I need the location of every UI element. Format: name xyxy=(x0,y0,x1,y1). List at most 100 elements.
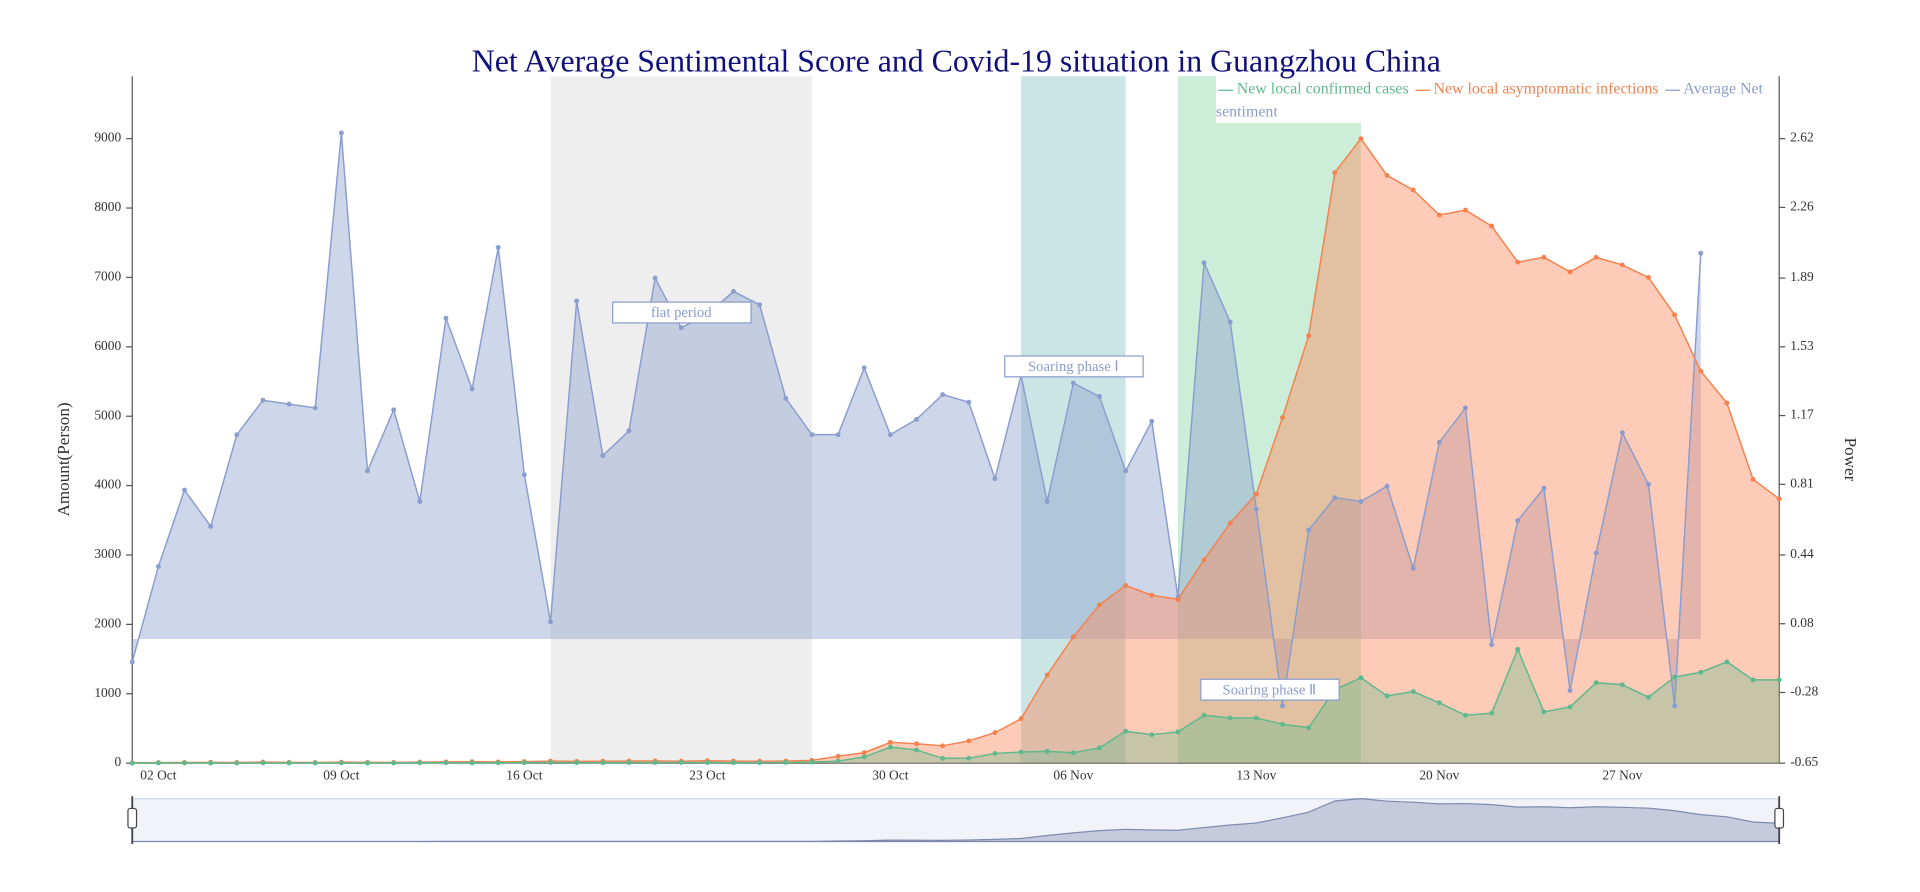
y-tick-label: 9000 xyxy=(94,130,121,145)
mark-area xyxy=(1177,76,1361,764)
data-point xyxy=(495,760,501,766)
data-point xyxy=(521,472,527,478)
legend-item[interactable]: New local confirmed cases xyxy=(1216,79,1409,97)
data-point xyxy=(260,397,266,403)
data-point xyxy=(1619,262,1625,268)
data-point xyxy=(1463,207,1468,213)
data-point xyxy=(417,760,423,766)
y2-tick-label: 2.26 xyxy=(1790,198,1814,213)
data-point xyxy=(1436,700,1442,706)
legend-item[interactable]: Average Net sentiment xyxy=(1216,79,1763,121)
data-point xyxy=(1149,732,1155,738)
data-point xyxy=(757,760,763,766)
annotation-label: flat period xyxy=(651,305,712,321)
data-point xyxy=(469,386,475,392)
y-tick-label: 6000 xyxy=(94,338,121,353)
data-point xyxy=(1593,680,1599,686)
zoom-handle[interactable] xyxy=(127,807,138,829)
data-point xyxy=(1593,550,1599,556)
data-point xyxy=(1227,715,1233,721)
data-point xyxy=(1672,703,1678,709)
data-point xyxy=(1018,749,1024,755)
data-point xyxy=(260,760,266,766)
x-tick-label: 09 Oct xyxy=(323,768,360,783)
data-point xyxy=(365,468,370,474)
data-point xyxy=(861,750,867,756)
annotation-box xyxy=(1004,355,1144,378)
data-point xyxy=(1123,468,1129,474)
data-point xyxy=(1175,596,1181,602)
data-point xyxy=(417,499,423,504)
data-point xyxy=(809,432,815,438)
data-point xyxy=(1463,405,1468,411)
data-point xyxy=(1515,518,1521,524)
data-point xyxy=(600,453,606,459)
data-point xyxy=(1489,710,1495,716)
data-point xyxy=(809,759,815,765)
chart-title: Net Average Sentimental Score and Covid-… xyxy=(472,43,1441,78)
data-point xyxy=(1253,715,1259,721)
data-point xyxy=(731,760,736,766)
data-point xyxy=(1515,646,1521,652)
data-point xyxy=(1358,136,1364,142)
y2-tick-label: 0.44 xyxy=(1790,546,1814,561)
data-point xyxy=(1123,728,1129,734)
data-point xyxy=(234,760,240,766)
data-point xyxy=(1436,439,1442,445)
data-point xyxy=(966,399,972,405)
data-point xyxy=(1698,368,1704,374)
data-point xyxy=(861,754,867,760)
series-area xyxy=(132,138,1780,764)
data-point xyxy=(992,750,998,756)
x-tick-label: 20 Nov xyxy=(1419,768,1459,783)
data-point xyxy=(835,432,841,438)
data-point xyxy=(365,760,370,766)
data-point xyxy=(1750,677,1756,683)
data-point xyxy=(574,760,580,766)
data-point xyxy=(1358,675,1364,681)
data-point xyxy=(1436,212,1442,218)
data-point xyxy=(1489,223,1495,229)
annotation-label: Soaring phase Ⅰ xyxy=(1028,359,1119,375)
legend-box: New local confirmed cases New local asym… xyxy=(1215,76,1780,123)
series-line xyxy=(132,647,1780,764)
x-tick-label: 27 Nov xyxy=(1602,768,1642,783)
data-point xyxy=(1410,187,1416,193)
data-point xyxy=(234,432,240,438)
data-point xyxy=(129,760,135,766)
data-point xyxy=(1567,704,1573,710)
data-point xyxy=(1332,495,1338,501)
legend-label: New local confirmed cases xyxy=(1236,78,1409,98)
data-point xyxy=(1097,745,1102,751)
data-point xyxy=(1463,712,1468,718)
data-point xyxy=(1515,259,1521,265)
data-point xyxy=(286,401,292,407)
data-point xyxy=(1619,430,1625,436)
data-point xyxy=(1724,659,1730,665)
data-point xyxy=(1698,669,1704,675)
data-point xyxy=(1646,274,1651,280)
data-point xyxy=(1489,642,1495,648)
data-point xyxy=(887,739,893,745)
data-point xyxy=(548,760,553,765)
data-point xyxy=(1070,380,1076,386)
data-point xyxy=(1044,672,1050,678)
data-point xyxy=(861,365,867,371)
data-point xyxy=(731,288,736,294)
data-point xyxy=(574,298,580,304)
data-point xyxy=(286,760,292,766)
data-point xyxy=(1646,694,1651,700)
y2-tick-label: 1.89 xyxy=(1790,269,1814,284)
data-point xyxy=(1358,499,1364,504)
data-point xyxy=(1672,312,1678,318)
data-point xyxy=(678,760,684,765)
legend-item[interactable]: New local asymptomatic infections xyxy=(1413,79,1658,97)
data-point xyxy=(182,487,187,493)
data-point xyxy=(1280,415,1285,421)
zoom-handle[interactable] xyxy=(1774,807,1785,829)
y-tick-label: 5000 xyxy=(94,407,121,422)
data-point xyxy=(469,760,475,766)
data-point xyxy=(1044,499,1050,504)
y2-axis-title: Power xyxy=(1841,438,1860,482)
